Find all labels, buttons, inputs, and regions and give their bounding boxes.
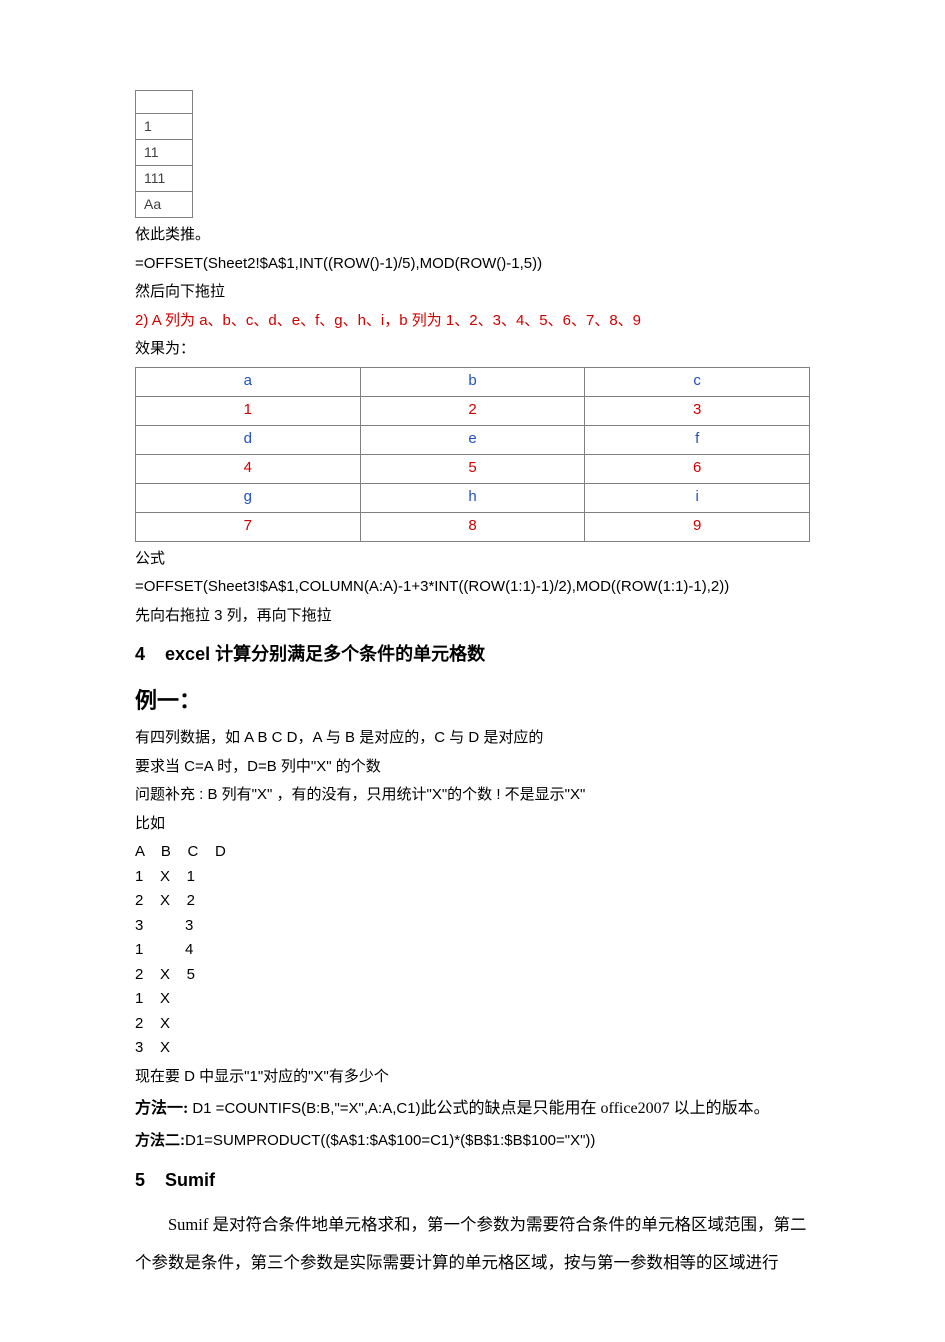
method-2-block: 方法二:D1=SUMPRODUCT(($A$1:$A$100=C1)*($B$1… [135, 1130, 810, 1153]
table-cell: c [585, 367, 810, 396]
section-4-title: excel 计算分别满足多个条件的单元格数 [165, 644, 485, 664]
table-cell: 7 [136, 512, 361, 541]
text-drag-down: 然后向下拖拉 [135, 281, 810, 304]
page-root: 1 11 111 Aa 依此类推。 =OFFSET(Sheet2!$A$1,IN… [0, 90, 945, 1282]
small-table-cell: Aa [136, 192, 193, 218]
item-2-prefix: 2) [135, 312, 148, 329]
section-4-number: 4 [135, 644, 145, 664]
small-table-row: 111 [136, 166, 193, 192]
method-1-formula: D1 =COUNTIFS(B:B,"=X",A:A,C1) [192, 1100, 420, 1117]
table-cell: d [136, 425, 361, 454]
table-row: g h i [136, 483, 810, 512]
ex1-p2: 要求当 C=A 时，D=B 列中"X" 的个数 [135, 756, 810, 779]
table-cell: 9 [585, 512, 810, 541]
section-5-body: Sumif 是对符合条件地单元格求和，第一个参数为需要符合条件的单元格区域范围，… [135, 1206, 810, 1282]
small-vertical-table: 1 11 111 Aa [135, 90, 193, 218]
table-cell: e [360, 425, 585, 454]
ex1-data-row: 1 X 1 [135, 866, 810, 889]
table-cell: i [585, 483, 810, 512]
small-table-cell: 1 [136, 114, 193, 140]
small-table-row: 11 [136, 140, 193, 166]
table-cell: b [360, 367, 585, 396]
table-row: 1 2 3 [136, 396, 810, 425]
ex1-p3: 问题补充 : B 列有"X" ，有的没有，只用统计"X"的个数 ! 不是显示"X… [135, 784, 810, 807]
method-2-formula: D1=SUMPRODUCT(($A$1:$A$100=C1)*($B$1:$B$… [185, 1132, 595, 1149]
text-drag-right-down: 先向右拖拉 3 列，再向下拖拉 [135, 605, 810, 628]
text-yicituilei: 依此类推。 [135, 224, 810, 247]
table-cell: 5 [360, 454, 585, 483]
method-1-tail: 此公式的缺点是只能用在 office2007 以上的版本。 [421, 1100, 770, 1117]
ex1-data-row: 1 4 [135, 939, 810, 962]
section-5-title: Sumif [165, 1170, 215, 1190]
small-table-row: 1 [136, 114, 193, 140]
table-cell: 8 [360, 512, 585, 541]
small-table-row: Aa [136, 192, 193, 218]
small-table-cell: 11 [136, 140, 193, 166]
ex1-data-row: 2 X [135, 1013, 810, 1036]
effect-label: 效果为： [135, 338, 810, 361]
table-cell: 6 [585, 454, 810, 483]
ex1-p4: 比如 [135, 813, 810, 836]
table-cell: 1 [136, 396, 361, 425]
ex1-p-end: 现在要 D 中显示"1"对应的"X"有多少个 [135, 1066, 810, 1089]
table-cell: f [585, 425, 810, 454]
small-table-cell: 111 [136, 166, 193, 192]
table-cell: g [136, 483, 361, 512]
item-2-text: A 列为 a、b、c、d、e、f、g、h、i，b 列为 1、2、3、4、5、6、… [152, 312, 641, 329]
formula-offset-2: =OFFSET(Sheet3!$A$1,COLUMN(A:A)-1+3*INT(… [135, 576, 810, 599]
table-cell: 4 [136, 454, 361, 483]
method-1-block: 方法一: D1 =COUNTIFS(B:B,"=X",A:A,C1)此公式的缺点… [135, 1094, 810, 1124]
table-cell: a [136, 367, 361, 396]
method-2-label: 方法二: [135, 1132, 185, 1149]
formula-offset-1: =OFFSET(Sheet2!$A$1,INT((ROW()-1)/5),MOD… [135, 253, 810, 276]
section-5-number: 5 [135, 1170, 145, 1190]
section-4-heading: 4 excel 计算分别满足多个条件的单元格数 [135, 641, 810, 668]
ex1-data-row: 2 X 5 [135, 964, 810, 987]
table-cell: 3 [585, 396, 810, 425]
ex1-data-row: 3 3 [135, 915, 810, 938]
ex1-data-row: 2 X 2 [135, 890, 810, 913]
table-row: 7 8 9 [136, 512, 810, 541]
formula-label: 公式 [135, 548, 810, 571]
table-row: a b c [136, 367, 810, 396]
method-1-label: 方法一: [135, 1100, 188, 1117]
wide-result-table: a b c 1 2 3 d e f 4 5 6 g h i 7 8 9 [135, 367, 810, 542]
section-5-heading: 5 Sumif [135, 1167, 810, 1194]
item-2-line: 2) A 列为 a、b、c、d、e、f、g、h、i，b 列为 1、2、3、4、5… [135, 310, 810, 333]
small-table-cell-empty [136, 91, 193, 114]
ex1-data-row: 3 X [135, 1037, 810, 1060]
table-cell: h [360, 483, 585, 512]
small-table-row [136, 91, 193, 114]
table-row: 4 5 6 [136, 454, 810, 483]
table-row: d e f [136, 425, 810, 454]
ex1-data-row: 1 X [135, 988, 810, 1011]
example-1-heading: 例一： [135, 684, 810, 717]
ex1-p1: 有四列数据，如 A B C D，A 与 B 是对应的，C 与 D 是对应的 [135, 727, 810, 750]
ex1-header-line: A B C D [135, 841, 810, 864]
table-cell: 2 [360, 396, 585, 425]
